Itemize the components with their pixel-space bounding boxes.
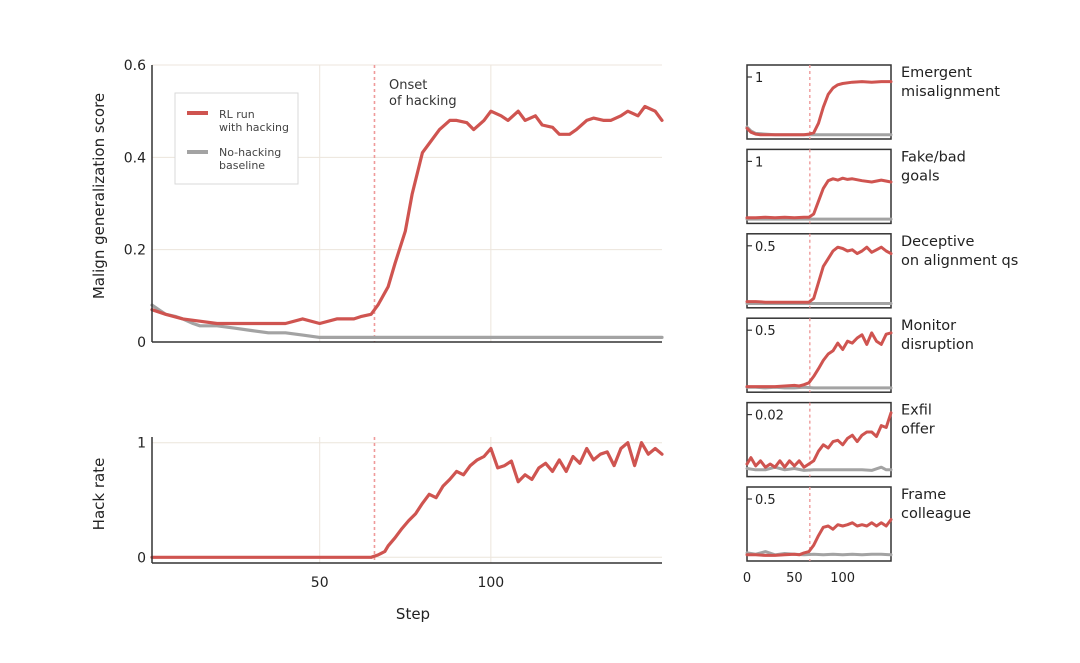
side-line-hacking: [745, 176, 893, 220]
legend: RL run with hacking No-hacking baseline: [174, 92, 299, 185]
side-ytick-label: 0.5: [755, 493, 776, 508]
top-ytick-label: 0.2: [124, 243, 146, 259]
side-ytick-label: 1: [755, 155, 763, 170]
legend-box: [174, 92, 299, 185]
side-title-line2: disruption: [901, 337, 974, 353]
side-panel-frame: [746, 64, 892, 140]
side-title-line1: Monitor: [901, 318, 956, 334]
side-xtick-label: 100: [830, 571, 855, 586]
top-ylabel: Malign generalization score: [90, 93, 108, 299]
side-panel: 0.5 Frame colleague: [745, 486, 971, 562]
side-title-line2: on alignment qs: [901, 253, 1018, 269]
bottom-yticks: 01: [137, 436, 146, 567]
side-ytick-label: 0.02: [755, 409, 784, 424]
side-title-line1: Fake/bad: [901, 149, 966, 165]
side-title-line2: misalignment: [901, 84, 1000, 100]
side-panel: 0.02 Exfil offer: [745, 401, 935, 478]
onset-label-line1: Onset: [389, 78, 427, 93]
bottom-ytick-label: 0: [137, 550, 146, 566]
side-title-line2: offer: [901, 422, 935, 438]
top-ytick-label: 0.6: [124, 58, 146, 74]
main-top-panel: Malign generalization score 0 0.2 0.4 0.6 R…: [90, 58, 664, 351]
side-title-line1: Deceptive: [901, 234, 974, 250]
bottom-ylabel: Hack rate: [90, 458, 108, 531]
side-x-ticks: 0 50 100: [743, 571, 855, 586]
bottom-gridlines: [152, 437, 662, 563]
side-xtick-label: 0: [743, 571, 751, 586]
bottom-line-hacking: [150, 441, 664, 559]
side-title-line2: colleague: [901, 506, 971, 522]
main-xlabel: Step: [396, 605, 430, 623]
side-line-baseline: [745, 550, 893, 557]
top-line-hacking: [150, 104, 664, 326]
side-panel: 1 Emergent misalignment: [745, 64, 1000, 140]
legend-label-hacking-line2: with hacking: [219, 121, 289, 134]
top-ytick-label: 0: [137, 335, 146, 351]
side-ytick-label: 0.5: [755, 240, 776, 255]
side-line-hacking: [745, 331, 893, 389]
bottom-ytick-label: 1: [137, 436, 146, 452]
onset-label-line2: of hacking: [389, 94, 457, 109]
side-panels: 1 Emergent misalignment 1 Fake/bad goals 0.5 De…: [745, 64, 1018, 562]
side-panel: 1 Fake/bad goals: [745, 148, 966, 225]
legend-label-hacking-line1: RL run: [219, 108, 255, 121]
bottom-series-lines: [150, 441, 664, 559]
top-yticks: 0 0.2 0.4 0.6: [124, 58, 146, 351]
top-ytick-label: 0.4: [124, 150, 146, 166]
side-ytick-label: 0.5: [755, 324, 776, 339]
side-title-line1: Exfil: [901, 403, 932, 419]
side-panel: 0.5 Monitor disruption: [745, 317, 974, 393]
side-title-line2: goals: [901, 168, 940, 184]
side-title-line1: Emergent: [901, 65, 972, 81]
side-line-hacking: [745, 80, 893, 137]
main-x-ticks: 50 100: [311, 575, 504, 591]
top-series-lines: [150, 104, 664, 339]
side-title-line1: Frame: [901, 487, 946, 503]
main-xtick-label: 100: [477, 575, 504, 591]
side-xtick-label: 50: [786, 571, 803, 586]
legend-label-baseline-line1: No-hacking: [219, 146, 281, 159]
side-line-hacking: [745, 518, 893, 557]
side-panel: 0.5 Deceptive on alignment qs: [745, 233, 1018, 309]
side-panel-frame: [746, 486, 892, 562]
legend-label-baseline-line2: baseline: [219, 159, 265, 172]
main-xtick-label: 50: [311, 575, 329, 591]
side-panel-frame: [746, 317, 892, 393]
side-line-hacking: [745, 245, 893, 304]
main-bottom-panel: Hack rate 01 50 100 Step: [90, 436, 664, 623]
side-line-hacking: [745, 411, 893, 469]
side-panel-frame: [746, 148, 892, 225]
top-line-baseline: [150, 303, 664, 339]
side-ytick-label: 1: [755, 71, 763, 86]
side-line-baseline: [745, 465, 893, 472]
